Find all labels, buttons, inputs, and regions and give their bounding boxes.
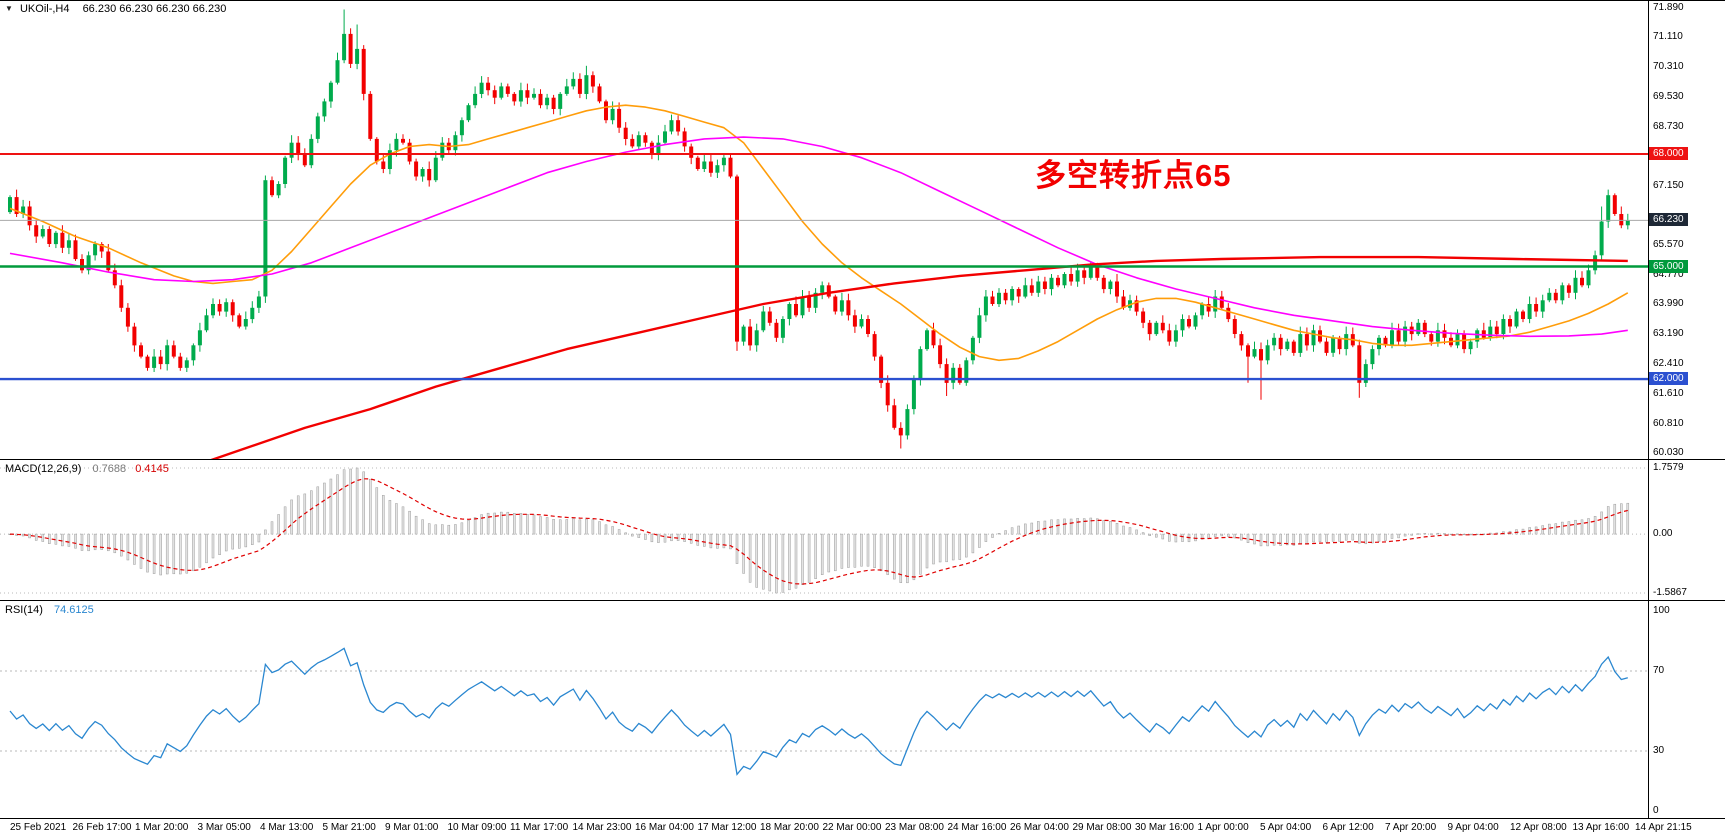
main-chart-header: ▼ UKOil-,H4 66.230 66.230 66.230 66.230 [5,3,226,15]
macd-panel[interactable]: MACD(12,26,9) 0.7688 0.4145 [0,460,1648,601]
macd-main-value: 0.7688 [92,463,127,475]
rsi-plot-area[interactable] [0,601,1648,818]
time-label: 16 Mar 04:00 [635,822,694,833]
time-label: 24 Mar 16:00 [947,822,1007,833]
time-label: 3 Mar 05:00 [197,822,251,833]
rsi-line [9,647,1628,776]
time-label: 1 Apr 00:00 [1197,822,1249,833]
macd-axis: 1.7579 0.00 -1.5867 [1649,460,1725,601]
time-label: 30 Mar 16:00 [1135,822,1194,833]
time-label: 7 Apr 20:00 [1385,822,1437,833]
rsi-axis: 100 70 30 0 [1649,601,1725,818]
time-label: 9 Mar 01:00 [385,822,439,833]
price-tick-label: 60.030 [1653,446,1684,458]
price-tick-label: 63.190 [1653,328,1684,340]
rsi-tick-label: 30 [1653,745,1665,756]
rsi-header: RSI(14) 74.6125 [5,604,94,616]
time-label: 14 Mar 23:00 [572,822,632,833]
time-label: 11 Mar 17:00 [510,822,569,833]
time-label: 22 Mar 00:00 [822,822,882,833]
time-label: 5 Apr 04:00 [1260,822,1312,833]
time-label: 18 Mar 20:00 [760,822,819,833]
time-label: 9 Apr 04:00 [1447,822,1499,833]
main-plot-area[interactable] [0,0,1648,460]
ma-slow-red [207,255,1628,460]
panel-separator [0,600,1725,601]
macd-tick-label: 1.7579 [1653,462,1684,473]
macd-tick-label: -1.5867 [1653,587,1687,598]
price-tick-label: 71.890 [1653,2,1684,13]
price-tick-label: 64.770 [1653,269,1684,281]
time-label: 13 Apr 16:00 [1572,822,1630,833]
rsi-tick-label: 100 [1653,605,1670,616]
time-label: 1 Mar 20:00 [135,822,189,833]
price-tick-label: 70.310 [1653,61,1684,73]
macd-title: MACD(12,26,9) [5,463,82,475]
price-tick-label: 60.810 [1653,417,1684,429]
rsi-plot-svg[interactable] [0,601,1648,818]
time-label: 5 Mar 21:00 [322,822,376,833]
macd-plot-svg[interactable] [0,460,1648,601]
ohlc-values: 66.230 66.230 66.230 66.230 [82,3,227,15]
price-tick-label: 71.110 [1653,31,1683,43]
time-label: 17 Mar 12:00 [697,822,757,833]
collapse-triangle-icon[interactable]: ▼ [5,4,13,13]
time-label: 29 Mar 08:00 [1072,822,1132,833]
macd-plot-area[interactable] [0,460,1648,601]
ma-fast-orange [9,104,1629,362]
time-axis[interactable]: 25 Feb 2021 26 Feb 17:00 1 Mar 20:00 3 Mar … [0,819,1725,837]
price-tick-label: 61.610 [1653,387,1684,399]
price-tick-label: 69.530 [1653,90,1684,102]
main-plot-svg[interactable] [0,0,1648,460]
rsi-tick-label: 70 [1653,665,1665,676]
time-label: 4 Mar 13:00 [260,822,314,833]
macd-signal-value: 0.4145 [135,463,169,475]
macd-header: MACD(12,26,9) 0.7688 0.4145 [5,463,169,475]
time-label: 10 Mar 09:00 [447,822,507,833]
panel-separator [0,818,1725,819]
price-level-badge: 68.000 [1649,146,1688,160]
rsi-value: 74.6125 [53,604,94,616]
rsi-tick-label: 0 [1653,805,1659,816]
rsi-title: RSI(14) [5,604,43,616]
time-label: 23 Mar 08:00 [885,822,944,833]
price-level-badge: 62.000 [1649,372,1688,386]
panel-separator [0,0,1725,1]
panel-separator [0,459,1725,460]
macd-signal-line [9,478,1628,585]
price-axis[interactable]: 71.890 71.110 70.310 69.530 68.730 67.150 65.5… [1649,0,1725,460]
time-label: 26 Mar 04:00 [1010,822,1069,833]
time-label: 12 Apr 08:00 [1510,822,1567,833]
rsi-panel[interactable]: RSI(14) 74.6125 [0,601,1648,818]
price-tick-label: 65.570 [1653,239,1684,251]
price-tick-label: 62.410 [1653,357,1684,369]
main-chart-panel[interactable]: ▼ UKOil-,H4 66.230 66.230 66.230 66.230 … [0,0,1648,460]
price-tick-label: 63.990 [1653,298,1684,310]
time-label: 6 Apr 12:00 [1322,822,1374,833]
symbol-period-label: UKOil-,H4 [19,3,70,15]
price-level-badge: 66.230 [1649,213,1688,227]
price-tick-label: 68.730 [1653,120,1684,132]
chart-annotation[interactable]: 多空转折点65 [1035,158,1232,193]
macd-tick-label: 0.00 [1653,528,1673,540]
time-label: 25 Feb 2021 [10,822,67,833]
axis-separator [1648,0,1649,818]
price-level-badge: 65.000 [1649,259,1688,273]
time-label: 26 Feb 17:00 [72,822,132,833]
ma-mid-magenta [9,136,1628,338]
time-label: 14 Apr 21:15 [1635,822,1692,833]
price-tick-label: 67.150 [1653,179,1684,191]
